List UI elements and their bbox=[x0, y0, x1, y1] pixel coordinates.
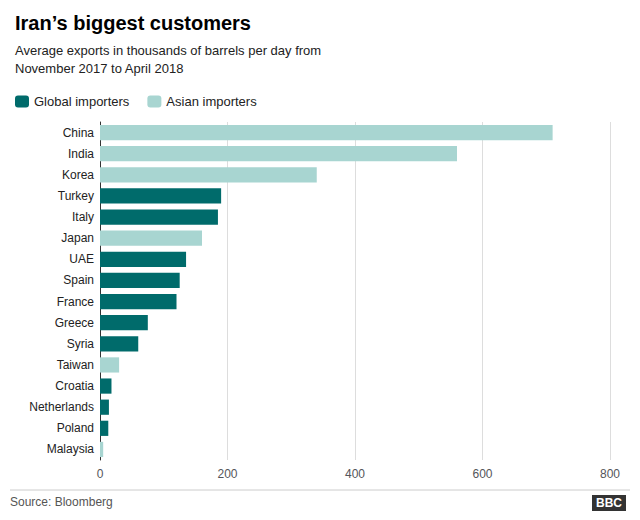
svg-text:Japan: Japan bbox=[61, 231, 94, 245]
svg-text:November 2017 to April 2018: November 2017 to April 2018 bbox=[15, 61, 183, 76]
svg-text:200: 200 bbox=[217, 467, 237, 481]
svg-text:BBC: BBC bbox=[596, 496, 622, 510]
svg-text:0: 0 bbox=[97, 467, 104, 481]
svg-text:UAE: UAE bbox=[69, 252, 94, 266]
svg-text:Average exports in thousands o: Average exports in thousands of barrels … bbox=[15, 43, 321, 58]
svg-text:Italy: Italy bbox=[72, 210, 94, 224]
svg-text:400: 400 bbox=[345, 467, 365, 481]
svg-text:Turkey: Turkey bbox=[58, 189, 94, 203]
svg-text:India: India bbox=[68, 147, 94, 161]
svg-text:Malaysia: Malaysia bbox=[47, 442, 95, 456]
svg-text:Asian importers: Asian importers bbox=[166, 94, 257, 109]
svg-text:Netherlands: Netherlands bbox=[29, 400, 94, 414]
svg-text:Greece: Greece bbox=[55, 316, 95, 330]
svg-text:Croatia: Croatia bbox=[55, 379, 94, 393]
svg-text:Taiwan: Taiwan bbox=[57, 358, 94, 372]
svg-text:Syria: Syria bbox=[67, 337, 95, 351]
svg-text:Korea: Korea bbox=[62, 168, 94, 182]
svg-text:800: 800 bbox=[600, 467, 620, 481]
svg-text:Iran’s biggest customers: Iran’s biggest customers bbox=[15, 12, 251, 34]
svg-text:Source: Bloomberg: Source: Bloomberg bbox=[10, 495, 113, 509]
svg-text:Spain: Spain bbox=[63, 273, 94, 287]
svg-text:France: France bbox=[57, 295, 95, 309]
svg-text:Poland: Poland bbox=[57, 421, 94, 435]
svg-text:Global importers: Global importers bbox=[34, 94, 130, 109]
svg-text:China: China bbox=[63, 126, 95, 140]
svg-text:600: 600 bbox=[472, 467, 492, 481]
